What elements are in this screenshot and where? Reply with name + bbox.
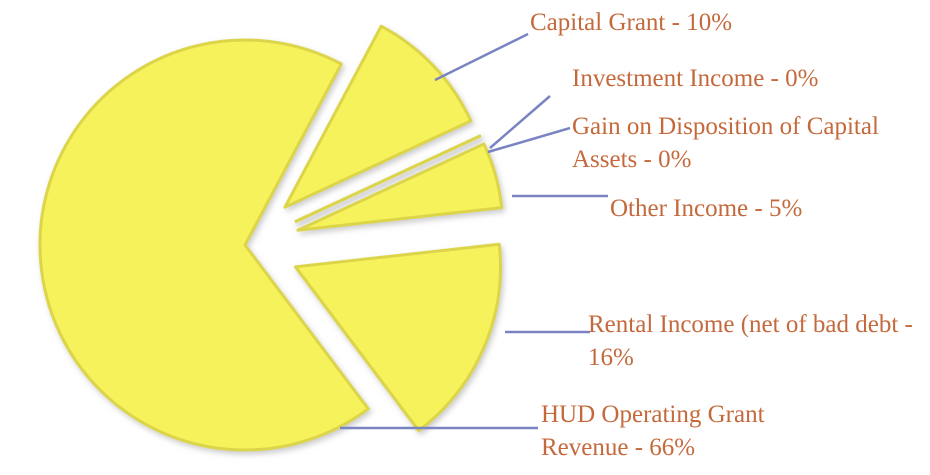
leader-lines [340, 32, 608, 430]
slices [38, 24, 504, 452]
pie-slice [293, 242, 502, 433]
slice-label: Rental Income (net of bad debt - 16% [588, 311, 913, 371]
slice-label: Investment Income - 0% [572, 65, 819, 92]
leader-line [434, 32, 529, 82]
slice-label: HUD Operating Grant Revenue - 66% [541, 401, 765, 461]
pie-slice [294, 134, 482, 224]
slice-label: Other Income - 5% [610, 195, 803, 222]
pie-slice [283, 24, 473, 209]
pie-slice [38, 38, 370, 452]
pie-slice [296, 142, 504, 232]
slice-label: Gain on Disposition of Capital Assets - … [572, 113, 879, 173]
leader-line [487, 126, 571, 154]
leader-line [489, 95, 551, 149]
slice-label: Capital Grant - 10% [530, 9, 733, 36]
